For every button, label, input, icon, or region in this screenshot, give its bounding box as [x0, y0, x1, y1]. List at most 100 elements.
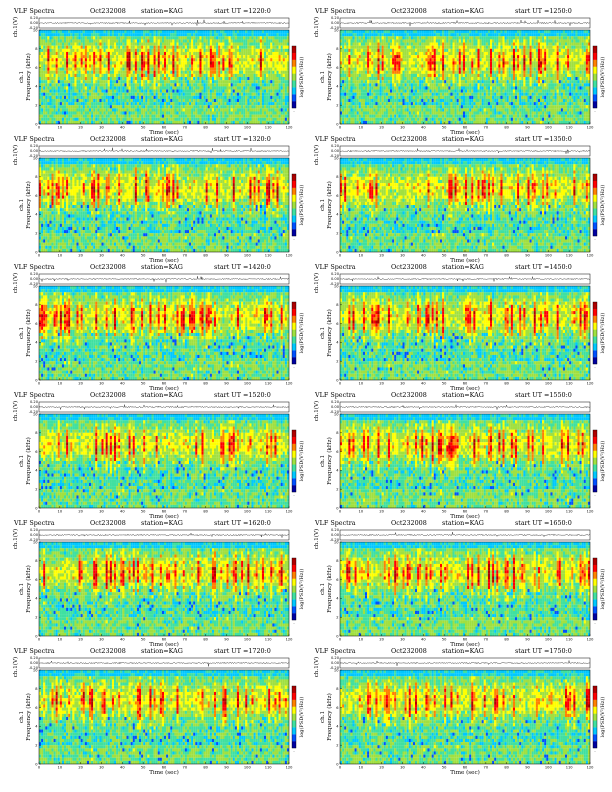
spectrogram-cell	[224, 30, 227, 34]
spectrogram-cell	[159, 42, 162, 46]
spectrogram-cell	[247, 61, 250, 65]
spectrogram-cell	[255, 67, 258, 71]
spectrogram-cell	[280, 98, 283, 103]
spectrogram-cell	[136, 67, 140, 71]
spectrogram-cell	[282, 73, 285, 78]
spectrogram-cell	[124, 86, 127, 90]
spectrogram-cell	[174, 114, 177, 118]
spectrogram-cell	[68, 80, 71, 84]
spectrogram-cell	[259, 111, 262, 115]
spectrogram-cell	[120, 80, 123, 84]
spectrogram-cell	[103, 120, 106, 125]
spectrogram-cell	[249, 45, 252, 49]
spectrogram-cell	[89, 89, 92, 93]
spectrogram-cell	[387, 98, 391, 103]
spectrogram-cell	[149, 45, 152, 49]
spectrogram-cell	[91, 111, 94, 115]
spectrogram-cell	[373, 95, 376, 99]
spectrogram-cell	[406, 30, 409, 34]
spectrogram-cell	[68, 58, 71, 62]
spectrogram-cell	[61, 80, 65, 84]
spectrogram-cell	[203, 86, 206, 90]
spectrogram-cell	[211, 77, 215, 81]
spectrogram-cell	[124, 95, 127, 99]
spectrogram-cell	[216, 92, 219, 96]
spectrogram-cell	[230, 120, 233, 125]
spectrogram-cell	[128, 33, 131, 37]
spectrogram-cell	[126, 70, 129, 74]
spectrogram-cell	[232, 61, 235, 65]
spectrogram-cell	[264, 30, 267, 34]
spectrogram-cell	[230, 86, 233, 90]
spectrogram-cell	[348, 108, 351, 112]
spectrogram-cell	[211, 117, 215, 121]
spectrogram-cell	[103, 39, 106, 43]
spectrogram-cell	[286, 86, 290, 90]
spectrogram-cell	[53, 77, 56, 81]
spectrogram-cell	[369, 77, 372, 81]
spectrogram-cell	[348, 77, 351, 81]
spectrogram-cell	[402, 36, 405, 40]
spectrogram-cell	[398, 95, 401, 99]
spectrogram-cell	[193, 83, 196, 87]
spectrogram-cell	[168, 80, 171, 84]
spectrogram-cell	[257, 114, 260, 118]
spectrogram-cell	[82, 33, 85, 37]
spectrogram-cell	[82, 30, 85, 34]
spectrogram-cell	[253, 108, 256, 112]
spectrogram-cell	[72, 114, 75, 118]
spectrogram-cell	[286, 61, 290, 65]
spectrogram-cell	[39, 33, 42, 37]
spectrogram-cell	[340, 51, 343, 56]
spectrogram-cell	[373, 48, 376, 52]
spectrogram-cell	[234, 48, 237, 52]
spectrogram-cell	[232, 117, 235, 121]
spectrogram-cell	[207, 77, 210, 81]
spectrogram-cell	[132, 92, 135, 96]
spectrogram-cell	[400, 67, 403, 71]
spectrogram-cell	[164, 102, 167, 106]
spectrogram-cell	[381, 73, 384, 78]
spectrogram-cell	[122, 111, 125, 115]
spectrogram-cell	[143, 120, 146, 125]
spectrogram-cell	[139, 36, 142, 40]
spectrogram-cell	[425, 30, 428, 34]
spectrogram-cell	[139, 51, 142, 56]
spectrogram-cell	[268, 70, 271, 74]
spectrogram-cell	[373, 98, 376, 103]
spectrogram-cell	[375, 86, 378, 90]
spectrogram-cell	[239, 95, 242, 99]
spectrogram-cell	[184, 30, 187, 34]
spectrogram-cell	[95, 89, 98, 93]
spectrogram-cell	[61, 67, 65, 71]
spectrogram-cell	[66, 120, 69, 125]
spectrogram-cell	[157, 120, 160, 125]
spectrogram-cell	[105, 108, 108, 112]
spectrogram-cell	[346, 120, 349, 125]
spectrogram-cell	[429, 61, 432, 65]
spectrogram-cell	[406, 77, 409, 81]
spectrogram-cell	[111, 83, 115, 87]
spectrogram-cell	[383, 98, 386, 103]
spectrogram-cell	[419, 58, 422, 62]
spectrogram-cell	[209, 120, 212, 125]
spectrogram-cell	[362, 39, 366, 43]
spectrogram-cell	[57, 89, 60, 93]
spectrogram-cell	[280, 77, 283, 81]
spectrogram-cell	[232, 64, 235, 68]
spectrogram-cell	[259, 80, 262, 84]
spectrogram-cell	[122, 73, 125, 78]
spectrogram-cell	[191, 89, 194, 93]
spectrogram-cell	[139, 77, 142, 81]
spectrogram-cell	[97, 105, 100, 109]
spectrogram-cell	[126, 30, 129, 34]
spectrogram-cell	[124, 89, 127, 93]
spectrogram-cell	[404, 73, 407, 78]
spectrogram-cell	[421, 58, 424, 62]
spectrogram-cell	[86, 108, 90, 112]
spectrogram-cell	[43, 102, 46, 106]
spectrogram-cell	[120, 98, 123, 103]
spectrogram-cell	[417, 117, 420, 121]
spectrogram-cell	[261, 33, 265, 37]
spectrogram-cell	[239, 39, 242, 43]
